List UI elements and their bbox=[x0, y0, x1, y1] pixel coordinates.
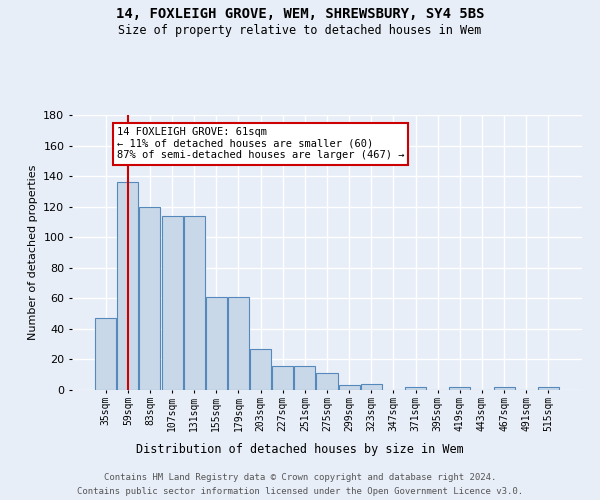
Y-axis label: Number of detached properties: Number of detached properties bbox=[28, 165, 38, 340]
Text: 14 FOXLEIGH GROVE: 61sqm
← 11% of detached houses are smaller (60)
87% of semi-d: 14 FOXLEIGH GROVE: 61sqm ← 11% of detach… bbox=[117, 127, 404, 160]
Bar bbox=[338, 386, 359, 390]
Bar bbox=[95, 318, 116, 390]
Bar bbox=[161, 216, 182, 390]
Text: Size of property relative to detached houses in Wem: Size of property relative to detached ho… bbox=[118, 24, 482, 37]
Bar bbox=[405, 387, 426, 390]
Bar bbox=[206, 297, 227, 390]
Bar bbox=[295, 366, 316, 390]
Bar bbox=[184, 216, 205, 390]
Bar bbox=[316, 373, 338, 390]
Bar bbox=[494, 387, 515, 390]
Bar bbox=[449, 387, 470, 390]
Bar bbox=[118, 182, 139, 390]
Text: Contains public sector information licensed under the Open Government Licence v3: Contains public sector information licen… bbox=[77, 488, 523, 496]
Text: Distribution of detached houses by size in Wem: Distribution of detached houses by size … bbox=[136, 442, 464, 456]
Text: Contains HM Land Registry data © Crown copyright and database right 2024.: Contains HM Land Registry data © Crown c… bbox=[104, 472, 496, 482]
Bar bbox=[228, 297, 249, 390]
Bar bbox=[361, 384, 382, 390]
Bar bbox=[139, 206, 160, 390]
Bar bbox=[538, 387, 559, 390]
Text: 14, FOXLEIGH GROVE, WEM, SHREWSBURY, SY4 5BS: 14, FOXLEIGH GROVE, WEM, SHREWSBURY, SY4… bbox=[116, 8, 484, 22]
Bar bbox=[272, 366, 293, 390]
Bar bbox=[250, 349, 271, 390]
